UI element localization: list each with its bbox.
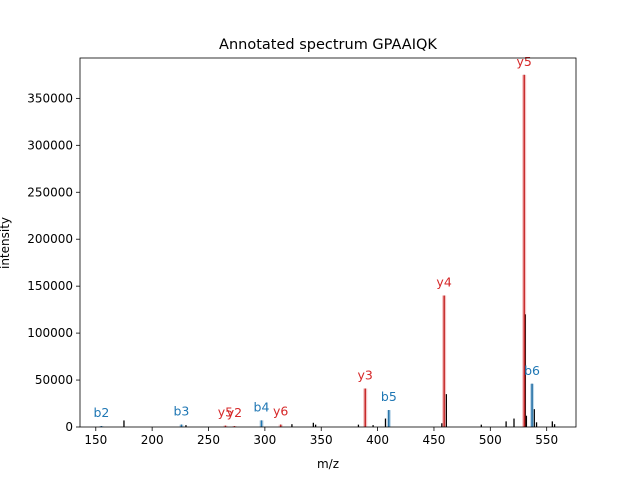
- x-axis-label: m/z: [317, 457, 339, 471]
- y-tick-label-250000: 250000: [27, 185, 73, 199]
- peak-label-y2: y2: [227, 405, 242, 420]
- chart-title: Annotated spectrum GPAAIQK: [219, 37, 437, 53]
- peak-label-y4: y4: [436, 275, 451, 290]
- plot-frame: [79, 57, 577, 428]
- y-tick-label-200000: 200000: [27, 232, 73, 246]
- y-tick-label-300000: 300000: [27, 138, 73, 152]
- x-tick-label-500: 500: [479, 433, 502, 447]
- x-tick-label-400: 400: [366, 433, 389, 447]
- x-tick-label-350: 350: [310, 433, 333, 447]
- x-axis: 150 200 250 300 350 400 450 500 550: [84, 427, 558, 447]
- peak-label-b2: b2: [93, 405, 109, 420]
- peak-label-b5: b5: [381, 389, 397, 404]
- x-tick-label-550: 550: [535, 433, 558, 447]
- x-tick-label-150: 150: [84, 433, 107, 447]
- peak-label-y3: y3: [358, 368, 373, 383]
- y-tick-label-100000: 100000: [27, 326, 73, 340]
- y-axis-label: intensity: [0, 217, 12, 269]
- y-axis: 0 50000 100000 150000 200000 250000 300000 3500…: [27, 91, 80, 434]
- peaks-layer: [100, 74, 556, 427]
- x-tick-label-250: 250: [197, 433, 220, 447]
- x-tick-label-200: 200: [141, 433, 164, 447]
- peak-label-b4: b4: [254, 399, 270, 414]
- y-tick-label-0: 0: [65, 420, 73, 434]
- peak-label-b3: b3: [174, 404, 190, 419]
- peak-label-b6: b6: [524, 363, 540, 378]
- peak-label-y5: y5: [516, 54, 531, 69]
- x-tick-label-450: 450: [423, 433, 446, 447]
- peak-label-y6: y6: [273, 404, 288, 419]
- y-tick-label-150000: 150000: [27, 279, 73, 293]
- x-tick-label-300: 300: [253, 433, 276, 447]
- y-tick-label-50000: 50000: [35, 373, 73, 387]
- y-tick-label-350000: 350000: [27, 91, 73, 105]
- peak-label-y5: y5: [218, 405, 233, 420]
